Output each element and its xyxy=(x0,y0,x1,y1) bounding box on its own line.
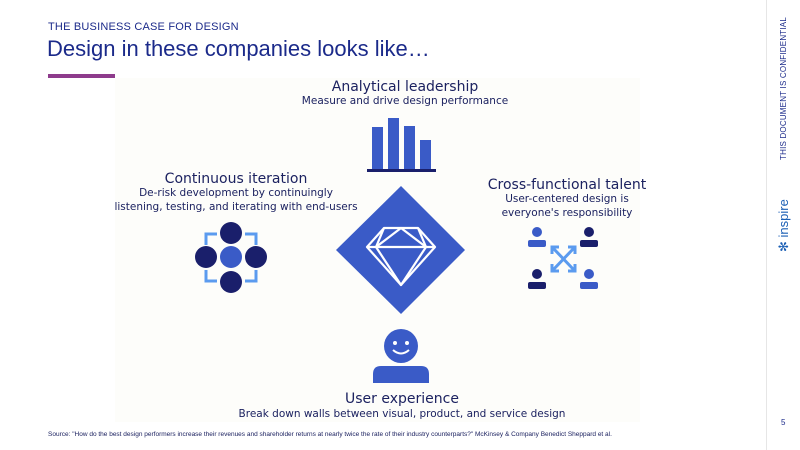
analytical-title: Analytical leadership xyxy=(331,79,479,95)
talent-line2: everyone's responsibility xyxy=(501,207,633,219)
section-kicker: THE BUSINESS CASE FOR DESIGN xyxy=(48,21,239,33)
title-accent-bar xyxy=(48,74,115,78)
iteration-line1: De-risk development by continuingly xyxy=(139,187,333,199)
user-smiley-icon xyxy=(373,329,429,383)
diamond-gem-icon xyxy=(336,186,465,314)
talent-line1: User-centered design is xyxy=(505,193,629,205)
iteration-line2: listening, testing, and iterating with e… xyxy=(114,201,358,213)
confidential-notice: THIS DOCUMENT IS CONFIDENTIAL xyxy=(779,17,788,160)
logo-text: inspire xyxy=(776,199,791,238)
page-title: Design in these companies looks like… xyxy=(47,36,430,61)
iteration-title: Continuous iteration xyxy=(164,171,308,187)
bar-chart-icon xyxy=(367,118,436,172)
analytical-subtitle: Measure and drive design performance xyxy=(301,95,509,107)
sidebar-divider xyxy=(766,0,767,450)
page-number: 5 xyxy=(781,418,786,427)
experience-title: User experience xyxy=(345,391,459,407)
talent-title: Cross-functional talent xyxy=(487,177,647,193)
team-people-icon xyxy=(528,227,598,289)
source-citation: Source: "How do the best design performe… xyxy=(48,431,612,438)
experience-subtitle: Break down walls between visual, product… xyxy=(238,408,566,420)
inspire-logo: ✻ inspire xyxy=(776,199,792,252)
logo-mark-icon: ✻ xyxy=(776,237,791,252)
iteration-cycle-icon xyxy=(195,222,267,293)
